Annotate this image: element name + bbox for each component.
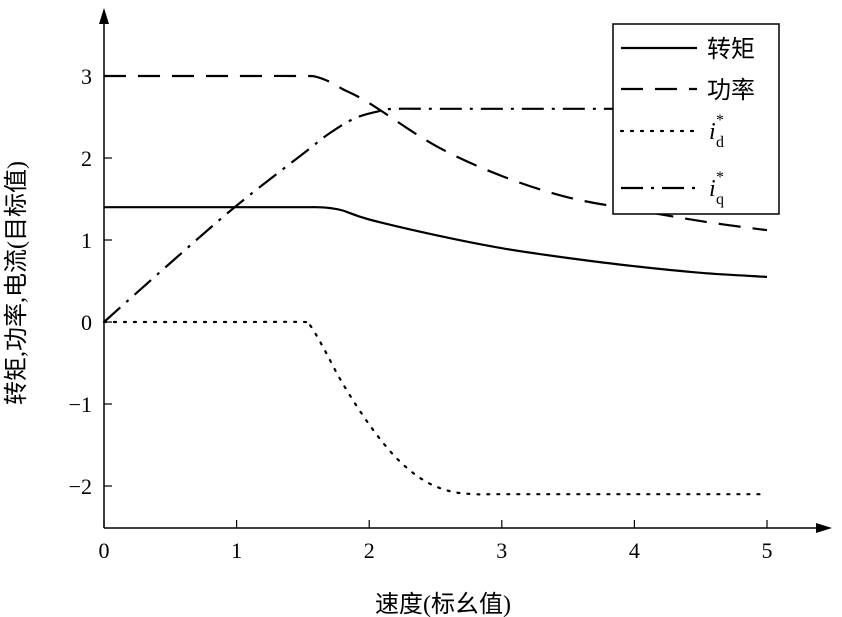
x-axis-arrow [816,523,832,533]
x-axis-title: 速度(标幺值) [375,591,511,617]
legend-label: i [709,119,716,145]
x-tick-label: 0 [99,538,110,563]
axes [99,8,832,533]
x-tick-label: 3 [496,538,507,563]
legend-box [612,23,780,215]
series-line-3 [102,320,769,496]
x-tick-label: 2 [364,538,375,563]
y-tick-label: −2 [69,474,92,499]
legend-label-subscript: d [716,134,724,151]
legend-label: 转矩 [707,36,755,63]
y-tick-label: 2 [81,146,92,171]
legend-label-superscript: * [716,112,724,129]
legend-label-superscript: * [716,169,724,186]
y-tick-label: −1 [69,392,92,417]
legend-label-subscript: q [716,191,724,208]
series-line-4 [103,107,767,323]
y-tick-label: 1 [81,228,92,253]
y-tick-label: 3 [81,64,92,89]
x-tick-label: 1 [231,538,242,563]
x-tick-label: 5 [762,538,773,563]
ticks: 0 1 2 3 4 5 −2 −1 0 1 2 3 [69,64,773,563]
legend-label: 功率 [707,77,755,104]
legend-label: i [709,176,716,202]
y-axis-title: 转矩,功率,电流(目标值) [3,161,30,405]
y-tick-label: 0 [81,310,92,335]
series-line-1 [103,206,768,278]
y-axis-arrow [99,8,109,24]
x-tick-label: 4 [629,538,640,563]
